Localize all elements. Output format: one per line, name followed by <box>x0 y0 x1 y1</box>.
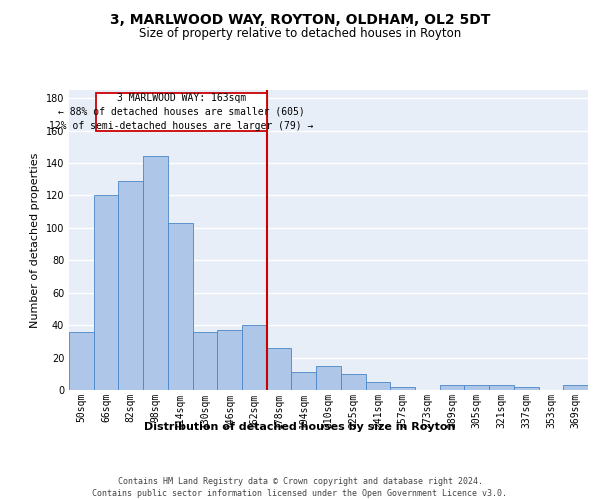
Bar <box>365 382 390 390</box>
Bar <box>168 223 193 390</box>
Bar <box>292 372 316 390</box>
Bar <box>514 387 539 390</box>
Bar <box>94 196 118 390</box>
Bar <box>217 330 242 390</box>
Bar <box>464 385 489 390</box>
Bar <box>118 181 143 390</box>
Bar <box>316 366 341 390</box>
Bar <box>341 374 365 390</box>
Bar <box>390 387 415 390</box>
Text: Contains HM Land Registry data © Crown copyright and database right 2024.
Contai: Contains HM Land Registry data © Crown c… <box>92 476 508 498</box>
Y-axis label: Number of detached properties: Number of detached properties <box>30 152 40 328</box>
Text: 3 MARLWOOD WAY: 163sqm
← 88% of detached houses are smaller (605)
12% of semi-de: 3 MARLWOOD WAY: 163sqm ← 88% of detached… <box>49 93 314 131</box>
Bar <box>193 332 217 390</box>
Text: Distribution of detached houses by size in Royton: Distribution of detached houses by size … <box>145 422 455 432</box>
Bar <box>267 348 292 390</box>
Bar <box>440 385 464 390</box>
Bar <box>143 156 168 390</box>
Bar <box>489 385 514 390</box>
Text: Size of property relative to detached houses in Royton: Size of property relative to detached ho… <box>139 28 461 40</box>
Bar <box>96 93 267 130</box>
Bar <box>563 385 588 390</box>
Text: 3, MARLWOOD WAY, ROYTON, OLDHAM, OL2 5DT: 3, MARLWOOD WAY, ROYTON, OLDHAM, OL2 5DT <box>110 12 490 26</box>
Bar <box>69 332 94 390</box>
Bar <box>242 325 267 390</box>
